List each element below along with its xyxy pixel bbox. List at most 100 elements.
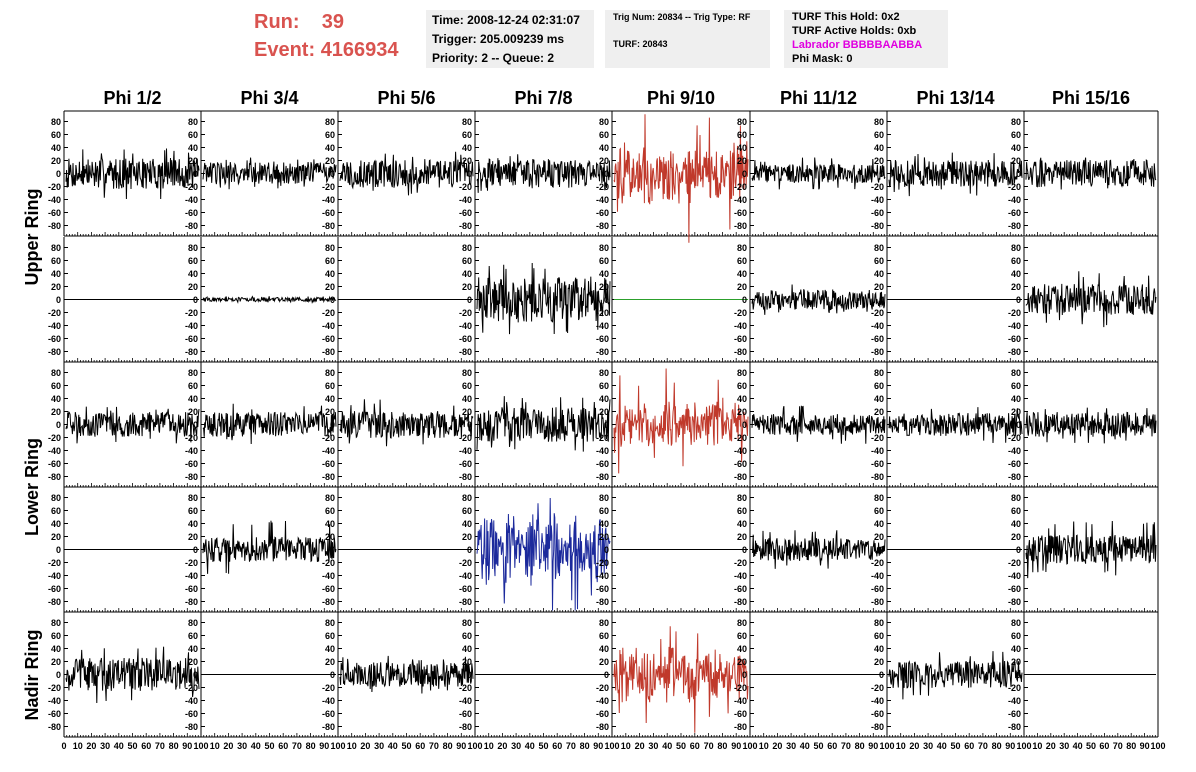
y-tick-label: -60	[48, 459, 61, 469]
y-tick-label: 0	[604, 295, 609, 305]
column-title-1: Phi 1/2	[103, 88, 161, 108]
y-tick-label: 40	[737, 143, 747, 153]
y-tick-label: -40	[185, 321, 198, 331]
y-tick-label: 40	[188, 269, 198, 279]
y-tick-label: 0	[1016, 295, 1021, 305]
x-tick-label: 80	[443, 741, 453, 751]
y-tick-label: 60	[737, 631, 747, 641]
x-tick-label: 40	[1073, 741, 1083, 751]
y-tick-label: 0	[1016, 670, 1021, 680]
y-tick-label: 0	[1016, 420, 1021, 430]
y-tick-label: -40	[596, 446, 609, 456]
x-tick-label: 60	[690, 741, 700, 751]
y-tick-label: 80	[737, 618, 747, 628]
y-tick-label: -80	[871, 597, 884, 607]
y-tick-label: 60	[1011, 381, 1021, 391]
x-tick-label: 10	[73, 741, 83, 751]
y-tick-label: 80	[737, 243, 747, 253]
y-tick-label: -80	[596, 597, 609, 607]
y-tick-label: 40	[1011, 519, 1021, 529]
y-tick-label: -80	[1008, 347, 1021, 357]
y-tick-label: 20	[51, 657, 61, 667]
y-tick-label: 0	[467, 295, 472, 305]
y-tick-label: -20	[871, 558, 884, 568]
y-tick-label: -60	[1008, 709, 1021, 719]
y-tick-label: -20	[871, 683, 884, 693]
trigger-text: Trigger: 205.009239 ms	[432, 32, 565, 46]
y-tick-label: -20	[734, 182, 747, 192]
x-tick-label: 100	[1150, 741, 1165, 751]
y-tick-label: -20	[185, 558, 198, 568]
y-tick-label: 60	[874, 130, 884, 140]
y-tick-label: 80	[1011, 117, 1021, 127]
y-tick-label: 0	[193, 169, 198, 179]
y-tick-label: 20	[51, 282, 61, 292]
x-tick-label: 30	[786, 741, 796, 751]
y-tick-label: -60	[871, 334, 884, 344]
x-tick-label: 10	[759, 741, 769, 751]
y-tick-label: -60	[734, 208, 747, 218]
y-tick-label: 0	[330, 295, 335, 305]
y-tick-label: -20	[596, 308, 609, 318]
y-tick-label: 80	[1011, 618, 1021, 628]
y-tick-label: 40	[51, 519, 61, 529]
x-tick-label: 30	[100, 741, 110, 751]
y-tick-label: -20	[1008, 683, 1021, 693]
y-tick-label: -40	[185, 696, 198, 706]
y-tick-label: -60	[48, 208, 61, 218]
y-tick-label: -60	[871, 584, 884, 594]
y-tick-label: -80	[871, 347, 884, 357]
y-tick-label: 40	[51, 269, 61, 279]
y-tick-label: -60	[596, 709, 609, 719]
waveform-r3-c3	[339, 399, 474, 447]
y-tick-label: 20	[462, 282, 472, 292]
y-tick-label: -60	[48, 334, 61, 344]
x-tick-label: 0	[61, 741, 66, 751]
x-tick-label: 50	[264, 741, 274, 751]
y-tick-label: 20	[1011, 156, 1021, 166]
y-tick-label: 20	[51, 532, 61, 542]
column-title-7: Phi 13/14	[916, 88, 994, 108]
y-tick-label: 20	[1011, 657, 1021, 667]
run-value: 39	[321, 11, 345, 33]
y-tick-label: -20	[322, 182, 335, 192]
y-tick-label: -40	[322, 696, 335, 706]
y-tick-label: 80	[874, 243, 884, 253]
y-tick-label: -40	[185, 195, 198, 205]
y-tick-label: 60	[51, 381, 61, 391]
waveform-r3-c6	[751, 405, 886, 444]
y-tick-label: 80	[462, 368, 472, 378]
y-tick-label: 60	[325, 506, 335, 516]
y-tick-label: 80	[462, 493, 472, 503]
y-tick-label: 0	[193, 670, 198, 680]
y-tick-label: 80	[1011, 368, 1021, 378]
y-tick-label: -80	[459, 597, 472, 607]
y-tick-label: 20	[599, 532, 609, 542]
y-tick-label: -20	[596, 182, 609, 192]
y-tick-label: -60	[459, 334, 472, 344]
y-tick-label: -80	[322, 347, 335, 357]
x-tick-label: 90	[868, 741, 878, 751]
y-tick-label: -60	[322, 334, 335, 344]
turf-info-box: TURF This Hold: 0x2 TURF Active Holds: 0…	[784, 10, 948, 68]
y-tick-label: -80	[1008, 597, 1021, 607]
y-tick-label: -20	[322, 558, 335, 568]
y-tick-label: 40	[188, 394, 198, 404]
y-tick-label: 40	[188, 519, 198, 529]
y-tick-label: -20	[1008, 433, 1021, 443]
x-tick-label: 20	[635, 741, 645, 751]
y-tick-label: 0	[56, 169, 61, 179]
waveform-r4-c2	[202, 520, 337, 574]
trigger-info-box: Trig Num: 20834 -- Trig Type: RF TURF: 2…	[605, 10, 770, 68]
y-tick-label: 40	[188, 143, 198, 153]
x-tick-label: 30	[923, 741, 933, 751]
x-tick-label: 10	[896, 741, 906, 751]
labrador-text: Labrador BBBBBAABBA	[792, 39, 923, 51]
y-tick-label: 0	[742, 670, 747, 680]
y-tick-label: -40	[48, 696, 61, 706]
y-tick-label: 80	[51, 243, 61, 253]
y-tick-label: 40	[325, 394, 335, 404]
waveform-r3-c1	[65, 406, 200, 444]
y-tick-label: -60	[185, 334, 198, 344]
y-tick-label: 80	[599, 618, 609, 628]
